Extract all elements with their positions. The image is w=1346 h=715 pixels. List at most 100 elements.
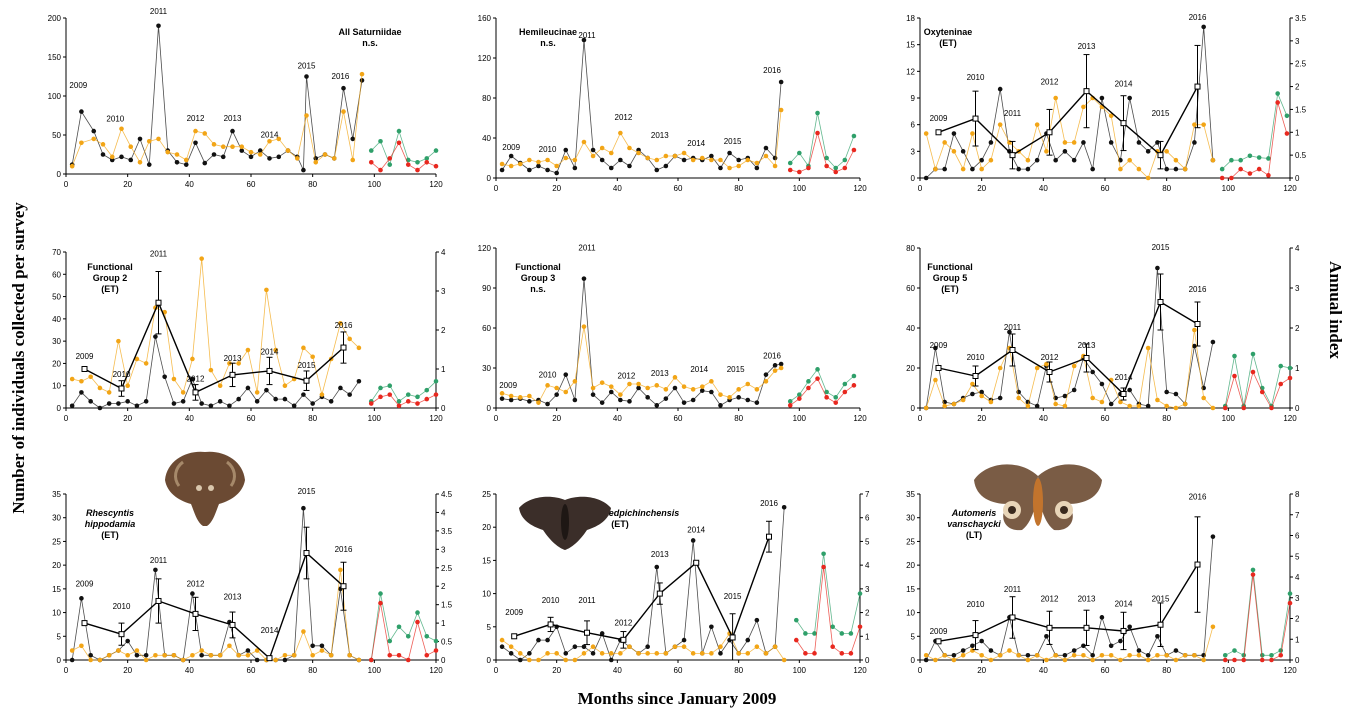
data-point-black	[239, 148, 245, 153]
series-line-green	[795, 553, 861, 634]
data-point-red	[803, 651, 808, 656]
data-point-black	[545, 401, 550, 407]
data-point-red	[1259, 389, 1265, 395]
data-point-orange	[645, 385, 650, 391]
panel-title-line: Automeris	[951, 508, 997, 518]
data-point-orange	[618, 130, 623, 136]
data-point-black	[960, 648, 966, 653]
data-point-orange	[654, 157, 660, 163]
data-point-black	[517, 657, 523, 663]
data-point-orange	[1044, 657, 1049, 663]
x-tick-label: 80	[1162, 414, 1171, 423]
y-tick-label: 15	[906, 41, 915, 50]
data-point-black	[143, 652, 149, 658]
year-label: 2015	[724, 592, 742, 601]
year-label: 2010	[542, 596, 560, 605]
data-point-red	[1232, 657, 1237, 663]
data-point-black	[545, 167, 550, 173]
x-tick-label: 20	[552, 414, 561, 423]
moth-image-hylesia	[519, 496, 611, 550]
data-point-black	[199, 652, 204, 658]
data-point-orange	[960, 166, 966, 172]
data-point-black	[581, 37, 587, 43]
data-point-black	[663, 163, 669, 169]
right-tick-label: 8	[1295, 490, 1300, 499]
data-point-black	[563, 147, 569, 153]
year-label: 2010	[539, 145, 557, 154]
right-tick-label: 4	[1295, 244, 1300, 253]
data-point-orange	[718, 392, 723, 397]
x-tick-label: 80	[734, 666, 743, 675]
annual-index-line	[84, 300, 344, 394]
data-point-red	[1275, 100, 1280, 105]
data-point-orange	[180, 390, 186, 395]
y-axis-label-right: Annual index	[1326, 261, 1345, 359]
data-point-orange	[618, 392, 623, 397]
panel-title-line: Rhescyntis	[86, 508, 134, 518]
data-point-black	[106, 401, 112, 406]
year-label: 2010	[106, 115, 124, 124]
data-point-green	[1284, 113, 1290, 119]
y-tick-label: 30	[482, 364, 491, 373]
right-tick-label: 3	[865, 585, 870, 594]
data-point-orange	[153, 652, 158, 658]
data-point-black	[979, 157, 984, 163]
year-label: 2014	[1115, 79, 1133, 88]
x-tick-label: 60	[1101, 184, 1110, 193]
data-point-orange	[88, 657, 93, 663]
y-tick-label: 25	[482, 490, 491, 499]
data-point-orange	[781, 657, 787, 663]
data-point-black	[1201, 24, 1206, 30]
data-point-black	[153, 567, 158, 573]
data-point-orange	[681, 384, 687, 389]
year-label: 2016	[1189, 493, 1207, 502]
annual-index-marker	[192, 389, 199, 396]
data-point-orange	[338, 321, 343, 326]
data-point-orange	[1192, 327, 1197, 333]
year-label: 2015	[1152, 109, 1170, 118]
data-point-black	[341, 85, 346, 91]
x-tick-label: 40	[613, 414, 622, 423]
data-point-red	[1278, 381, 1284, 387]
right-tick-label: 0	[865, 656, 870, 665]
year-label: 2015	[724, 137, 742, 146]
annual-index-marker	[303, 550, 310, 557]
data-point-green	[842, 381, 848, 387]
y-tick-label: 6	[911, 121, 916, 130]
data-point-orange	[527, 157, 532, 163]
data-point-black	[754, 165, 760, 171]
x-tick-label: 120	[853, 414, 867, 423]
year-label: 2010	[967, 353, 985, 362]
data-point-green	[851, 373, 857, 379]
data-point-green	[396, 399, 402, 404]
data-point-red	[821, 564, 826, 570]
right-tick-label: 7	[865, 490, 870, 499]
data-point-orange	[699, 155, 705, 161]
x-tick-label: 40	[613, 666, 622, 675]
data-point-orange	[116, 338, 121, 344]
data-point-black	[1145, 149, 1151, 154]
y-tick-label: 35	[52, 490, 61, 499]
panel-title-line: Functional	[927, 262, 973, 272]
data-point-orange	[942, 652, 947, 658]
data-point-orange	[736, 651, 741, 656]
data-point-black	[1062, 652, 1068, 658]
year-label: 2014	[1115, 599, 1133, 608]
right-tick-label: 2	[1295, 83, 1300, 92]
data-point-orange	[979, 393, 984, 399]
data-point-orange	[230, 144, 235, 149]
data-point-black	[933, 345, 938, 351]
data-point-black	[979, 638, 984, 644]
data-point-orange	[718, 157, 723, 163]
data-point-black	[709, 153, 714, 159]
year-label: 2015	[1152, 595, 1170, 604]
data-point-black	[1062, 393, 1068, 399]
data-point-orange	[690, 157, 696, 163]
data-point-orange	[690, 387, 696, 392]
annual-index-marker	[511, 633, 518, 640]
y-tick-label: 5	[911, 632, 916, 641]
data-point-black	[1044, 633, 1049, 639]
data-point-green	[1219, 166, 1225, 172]
data-point-orange	[1071, 652, 1077, 658]
data-point-orange	[1053, 401, 1058, 407]
